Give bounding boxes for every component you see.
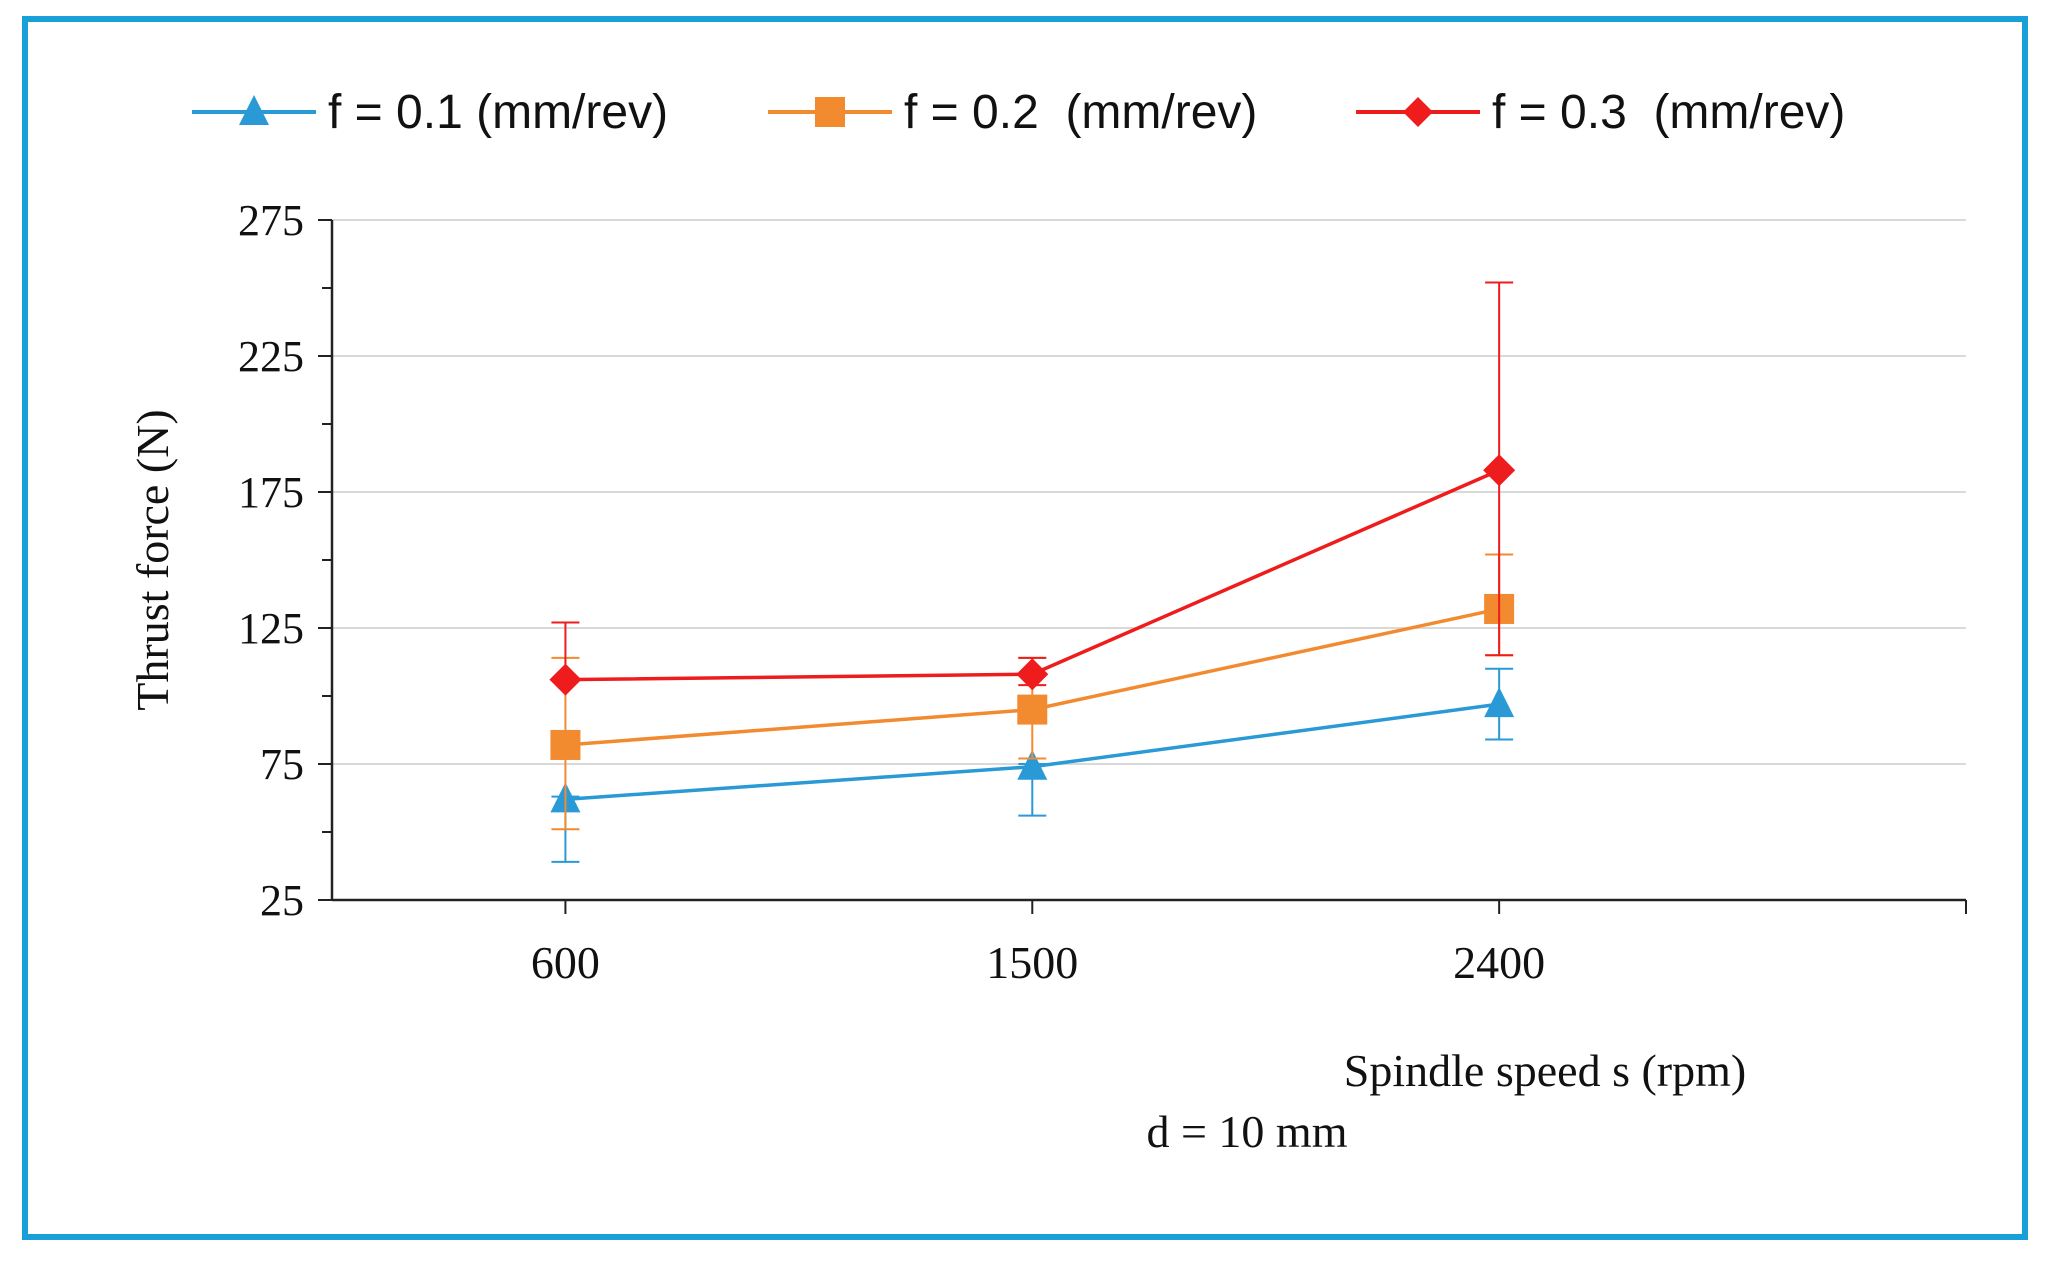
y-tick-label: 175 (238, 468, 304, 517)
y-tick-label: 75 (260, 740, 304, 789)
data-point (1016, 658, 1049, 691)
annotation-text: d = 10 mm (1146, 1106, 1347, 1157)
data-point (1484, 687, 1515, 718)
y-tick-label: 25 (260, 876, 304, 925)
gridlines (332, 219, 1966, 765)
legend-item-1: f = 0.1 (mm/rev) (192, 86, 668, 139)
legend-label: f = 0.3 (mm/rev) (1492, 86, 1845, 139)
data-point (549, 663, 582, 696)
y-ticks: 25 75 125 175 225 275 (238, 196, 332, 925)
data-point (1017, 694, 1048, 725)
legend-label: f = 0.1 (mm/rev) (328, 86, 668, 139)
y-tick-label: 275 (238, 196, 304, 245)
series-group (549, 281, 1516, 863)
legend: f = 0.1 (mm/rev) f = 0.2 (mm/rev) f = 0.3 … (192, 86, 1845, 139)
x-tick-label: 1500 (986, 937, 1078, 988)
legend-item-3: f = 0.3 (mm/rev) (1356, 86, 1845, 139)
series-line (565, 468, 1500, 682)
x-tick-label: 2400 (1453, 937, 1545, 988)
x-tick-label: 600 (531, 937, 600, 988)
x-axis-label: Spindle speed s (rpm) (1344, 1045, 1746, 1096)
y-tick-label: 225 (238, 332, 304, 381)
series-3 (549, 281, 1516, 696)
y-tick-label: 125 (238, 604, 304, 653)
legend-marker (239, 95, 269, 125)
x-ticks: 600 1500 2400 (531, 900, 1545, 988)
data-point (1483, 454, 1516, 487)
legend-marker (1403, 97, 1433, 127)
y-axis-label: Thrust force (N) (127, 409, 178, 710)
legend-label: f = 0.2 (mm/rev) (904, 86, 1257, 139)
data-point (1017, 749, 1048, 780)
legend-marker (815, 97, 845, 127)
legend-item-2: f = 0.2 (mm/rev) (768, 86, 1257, 139)
data-point (550, 729, 581, 760)
